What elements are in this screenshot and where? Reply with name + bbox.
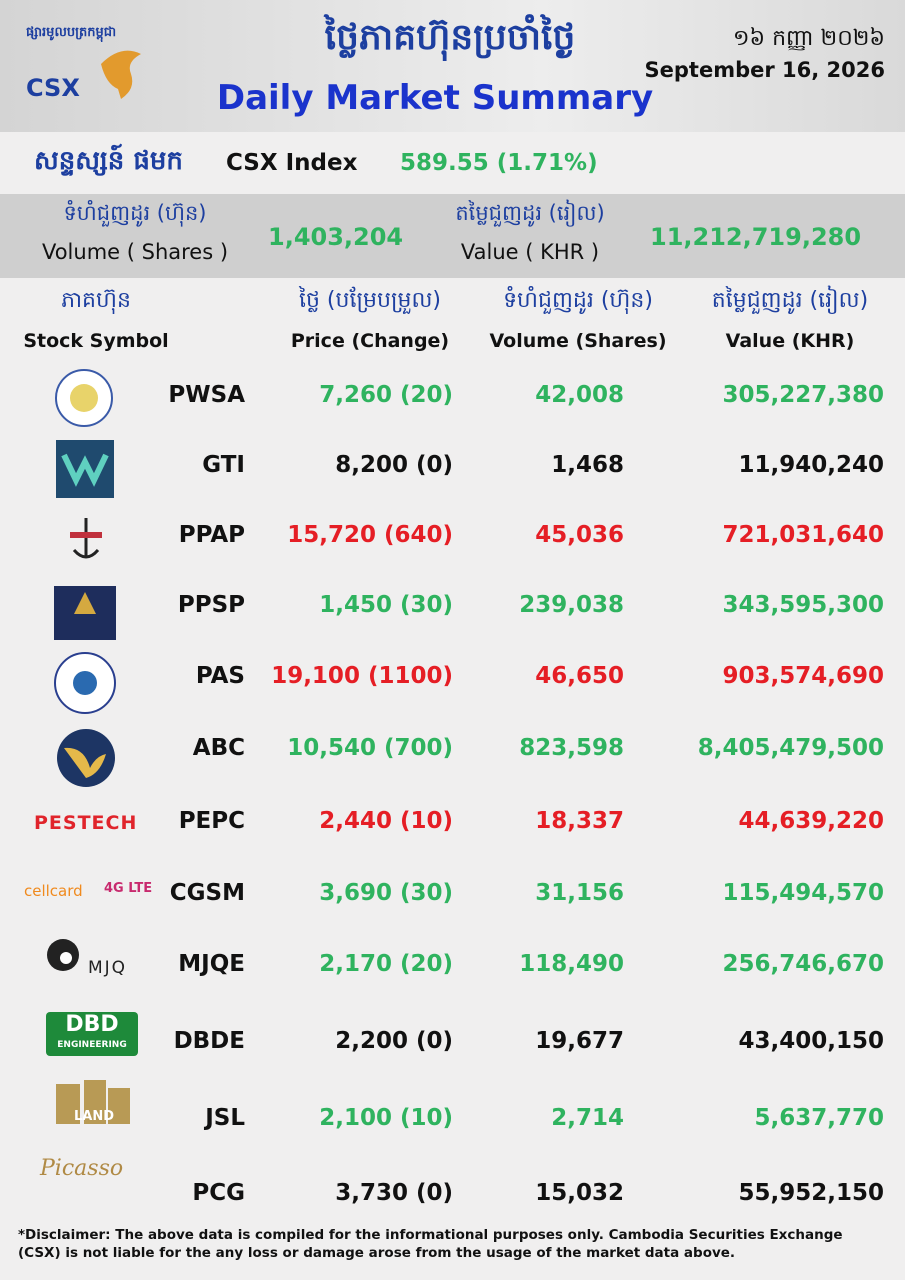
summary-band — [0, 194, 905, 278]
cell-value: 256,746,670 — [722, 951, 884, 977]
cell-value: 46,650 — [535, 663, 624, 689]
cell-value: 55,952,150 — [738, 1180, 884, 1206]
column-header-khmer: ទំហំជួញដូរ (ហ៊ុន) — [503, 288, 653, 313]
logo-bird — [101, 50, 141, 99]
title-khmer: ថ្លៃភាគហ៊ុនប្រចាំថ្ងៃ — [324, 17, 576, 58]
cell-value: 19,100 (1100) — [271, 663, 453, 689]
cell-value: 7,260 (20) — [319, 382, 453, 408]
date-khmer: ១៦ កញ្ញា ២០២៦ — [732, 26, 885, 51]
stock-symbol: ABC — [192, 735, 245, 761]
column-header: Price (Change) — [290, 330, 450, 352]
cell-value: 8,405,479,500 — [697, 735, 884, 761]
value-label: Value ( KHR ) — [460, 240, 600, 264]
date: September 16, 2026 — [644, 58, 885, 82]
cell-value: 8,200 (0) — [335, 452, 453, 478]
stock-symbol: PEPC — [178, 808, 245, 834]
cell-value: 3,730 (0) — [335, 1180, 453, 1206]
value-value: 11,212,719,280 — [650, 223, 862, 251]
column-header-khmer: ថ្លៃ (បម្រែបម្រួល) — [298, 288, 441, 313]
volume-value: 1,403,204 — [268, 223, 404, 251]
gti-logo — [56, 440, 114, 498]
column-header-khmer: តម្លៃជួញដូរ (រៀល) — [711, 288, 869, 313]
cell-value: 2,200 (0) — [335, 1028, 453, 1054]
value-label-khmer: តម្លៃជួញដូរ (រៀល) — [455, 201, 605, 225]
cell-value: 2,440 (10) — [319, 808, 453, 834]
cell-value: 18,337 — [535, 808, 624, 834]
cell-value: 2,714 — [551, 1105, 624, 1131]
dbd-logo-box — [46, 1012, 138, 1056]
stock-symbol: GTI — [202, 452, 245, 478]
cell-value: 721,031,640 — [722, 522, 884, 548]
ppsp-logo — [54, 586, 116, 640]
dbd-logo-sub: ENGINEERING — [57, 1040, 127, 1050]
cell-value: 15,032 — [535, 1180, 624, 1206]
mjq-mark — [47, 939, 79, 971]
cell-value: 1,468 — [551, 452, 624, 478]
pestech-logo: PESTECH — [34, 812, 138, 834]
pwsa-logo — [55, 369, 113, 427]
column-header: Stock Symbol — [23, 330, 169, 352]
stock-symbol: PCG — [192, 1180, 245, 1206]
column-header: Volume (Shares) — [489, 330, 667, 352]
cell-value: 31,156 — [535, 880, 624, 906]
csx-logo: CSX — [26, 50, 141, 102]
cell-value: 823,598 — [519, 735, 624, 761]
cell-value: 15,720 (640) — [287, 522, 453, 548]
cell-value: 2,100 (10) — [319, 1105, 453, 1131]
dbd-logo: DBD — [65, 1012, 119, 1037]
stock-symbol: PPSP — [177, 592, 245, 618]
stock-symbol: JSL — [205, 1105, 245, 1131]
cell-value: 43,400,150 — [738, 1028, 884, 1054]
mjq-logo: MJQ — [88, 958, 128, 978]
pas-logo — [54, 652, 116, 714]
cell-value: 115,494,570 — [722, 880, 884, 906]
stock-symbol: PPAP — [178, 522, 245, 548]
ppap-logo — [70, 518, 102, 559]
stock-symbol: CGSM — [169, 880, 245, 906]
stock-symbol: PAS — [195, 663, 245, 689]
brand-khmer: ផ្សារមូលបត្រកម្ពុជា — [26, 25, 117, 40]
index-label: CSX Index — [226, 150, 358, 176]
disclaimer: *Disclaimer: The above data is compiled … — [18, 1227, 843, 1261]
cell-value: 239,038 — [519, 592, 624, 618]
title: Daily Market Summary — [216, 78, 654, 118]
index-value: 589.55 (1.71%) — [400, 150, 598, 176]
volume-label: Volume ( Shares ) — [41, 240, 229, 264]
column-header-khmer: ភាគហ៊ុន — [61, 288, 131, 313]
stock-symbol: DBDE — [173, 1028, 245, 1054]
stock-symbol: PWSA — [168, 382, 245, 408]
brand: CSX — [26, 74, 80, 102]
column-header: Value (KHR) — [725, 330, 855, 352]
cell-value: 5,637,770 — [754, 1105, 885, 1131]
cell-value: 2,170 (20) — [319, 951, 453, 977]
lte-logo: 4G LTE — [104, 881, 153, 896]
cell-value: 343,595,300 — [722, 592, 884, 618]
cell-value: 3,690 (30) — [319, 880, 453, 906]
cell-value: 19,677 — [535, 1028, 624, 1054]
pcg-logo: Picasso — [40, 1156, 124, 1181]
stock-symbol: MJQE — [178, 951, 245, 977]
cell-value: 11,940,240 — [738, 452, 884, 478]
volume-label-khmer: ទំហំជួញដូរ (ហ៊ុន) — [63, 201, 207, 225]
cell-value: 10,540 (700) — [287, 735, 453, 761]
jsl-logo: LAND — [73, 1109, 114, 1124]
header-band — [0, 0, 905, 132]
cell-value: 42,008 — [535, 382, 624, 408]
cell-value: 118,490 — [519, 951, 624, 977]
jsl-mark — [56, 1080, 130, 1124]
cell-value: 45,036 — [535, 522, 624, 548]
cell-value: 44,639,220 — [738, 808, 884, 834]
abc-logo — [57, 729, 115, 787]
cell-value: 903,574,690 — [722, 663, 884, 689]
cell-value: 305,227,380 — [722, 382, 884, 408]
cell-value: 1,450 (30) — [319, 592, 453, 618]
index-label-khmer: សន្ទស្សន៍ ផមក — [34, 146, 183, 176]
cellcard-logo: cellcard — [24, 882, 83, 900]
